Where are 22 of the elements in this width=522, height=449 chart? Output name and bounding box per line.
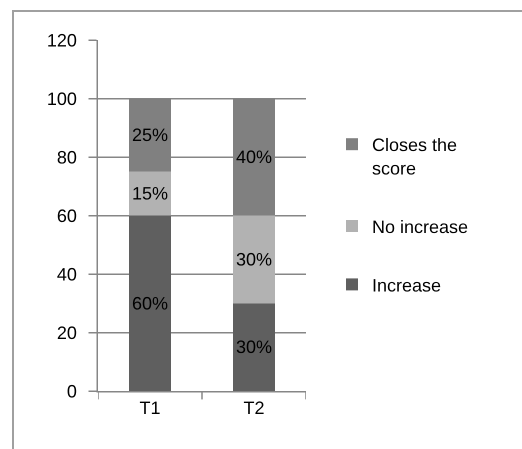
data-label: 25% [132, 125, 168, 146]
data-label: 30% [236, 337, 272, 358]
data-label: 60% [132, 293, 168, 314]
x-tick-label: T1 [139, 398, 161, 418]
y-tick-label: 100 [46, 88, 77, 109]
legend-label: No increase [372, 217, 468, 238]
y-tick-label: 60 [56, 206, 77, 226]
legend-label: Closes the score [372, 135, 458, 179]
y-tick-label: 120 [46, 30, 77, 50]
data-label: 30% [236, 249, 272, 270]
bar [233, 303, 275, 391]
bar [129, 172, 171, 216]
y-tick-label: 80 [56, 147, 77, 168]
y-tick-label: 0 [66, 381, 77, 402]
y-tick-label: 20 [56, 322, 77, 343]
legend-label: Increase [372, 275, 442, 296]
bar [233, 216, 275, 304]
data-label: 40% [236, 147, 272, 167]
bar [129, 216, 171, 391]
y-tick-label: 40 [56, 264, 77, 284]
x-tick-label: T2 [243, 398, 265, 418]
data-label: 15% [132, 184, 168, 204]
